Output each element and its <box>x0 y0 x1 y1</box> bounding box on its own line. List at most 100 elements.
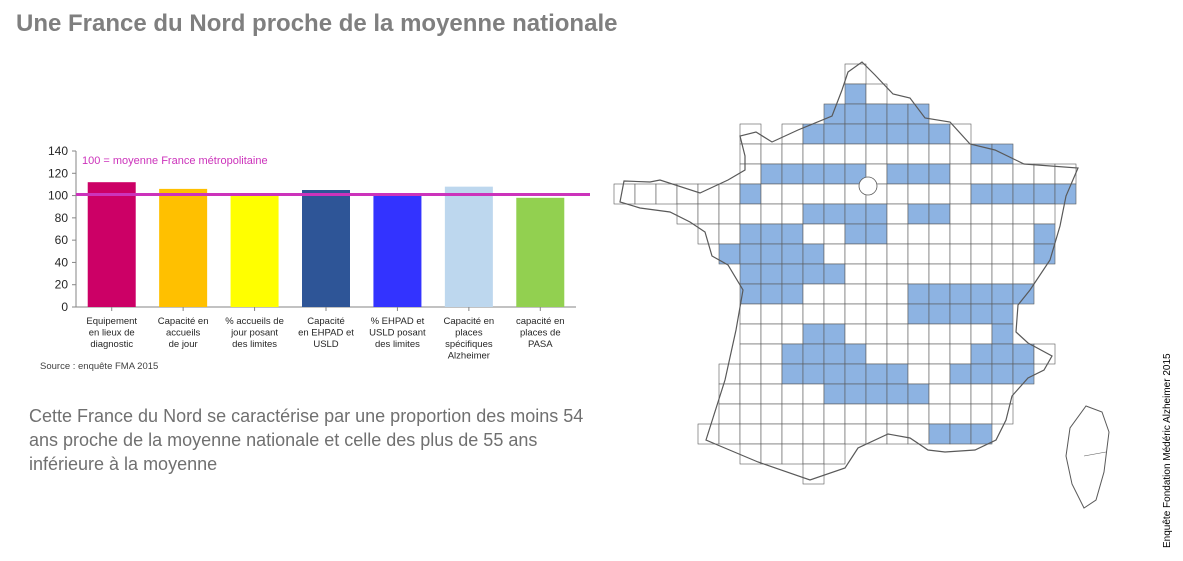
department-region <box>907 183 930 205</box>
department-region <box>823 423 846 445</box>
x-category-label: accueils <box>166 328 201 339</box>
department-region <box>928 303 951 325</box>
department-region <box>739 443 762 465</box>
y-tick-label: 80 <box>55 211 69 225</box>
department-region <box>802 283 825 305</box>
department-region <box>949 343 972 365</box>
department-region <box>886 243 909 265</box>
department-region <box>949 163 972 185</box>
x-category-label: Capacité en <box>444 316 495 327</box>
department-region <box>928 143 951 165</box>
x-category-label: Alzheimer <box>448 351 490 361</box>
department-region <box>970 263 993 285</box>
department-region <box>928 123 951 145</box>
department-region <box>802 223 825 245</box>
department-region <box>823 123 846 145</box>
department-region <box>844 223 867 245</box>
department-region <box>865 203 888 225</box>
chart-source: Source : enquête FMA 2015 <box>40 361 159 372</box>
department-region <box>928 243 951 265</box>
department-region <box>760 183 783 205</box>
bar <box>159 188 208 307</box>
department-region <box>781 443 804 465</box>
department-region <box>1012 283 1035 305</box>
y-tick-label: 140 <box>48 144 68 158</box>
department-region <box>949 263 972 285</box>
department-region <box>760 263 783 285</box>
department-region <box>970 423 993 445</box>
department-region <box>865 103 888 125</box>
y-tick-label: 100 <box>48 189 68 203</box>
bar <box>444 186 493 307</box>
department-region <box>865 283 888 305</box>
department-region <box>802 363 825 385</box>
bar <box>302 190 350 307</box>
department-region <box>1012 343 1035 365</box>
department-region <box>1033 343 1056 365</box>
department-region <box>886 123 909 145</box>
department-region <box>886 303 909 325</box>
department-region <box>991 303 1014 325</box>
department-region <box>865 383 888 405</box>
department-region <box>949 383 972 405</box>
department-region <box>823 303 846 325</box>
department-region <box>991 223 1014 245</box>
department-region <box>928 223 951 245</box>
department-region <box>970 223 993 245</box>
department-region <box>865 423 888 445</box>
department-region <box>739 323 762 345</box>
department-region <box>886 223 909 245</box>
y-tick-label: 60 <box>55 233 69 247</box>
department-region <box>886 143 909 165</box>
department-region <box>760 363 783 385</box>
department-region <box>949 203 972 225</box>
department-region <box>739 123 762 145</box>
department-region <box>823 363 846 385</box>
department-region <box>949 143 972 165</box>
bar <box>230 194 279 307</box>
x-category-label: en lieux de <box>89 328 135 339</box>
x-category-label: % accueils de <box>225 316 284 327</box>
corsica-border <box>1083 451 1107 457</box>
department-region <box>823 403 846 425</box>
department-region <box>907 283 930 305</box>
department-region <box>760 243 783 265</box>
department-region <box>802 383 825 405</box>
department-region <box>739 163 762 185</box>
department-region <box>739 423 762 445</box>
department-region <box>886 183 909 205</box>
department-region <box>718 403 741 425</box>
department-region <box>949 243 972 265</box>
x-category-label: USLD <box>313 339 338 350</box>
department-region <box>991 323 1014 345</box>
department-region <box>1012 203 1035 225</box>
department-region <box>823 203 846 225</box>
department-region <box>844 83 867 105</box>
department-region <box>1012 263 1035 285</box>
department-region <box>907 423 930 445</box>
department-region <box>865 223 888 245</box>
department-region <box>949 363 972 385</box>
department-region <box>760 423 783 445</box>
department-region <box>781 283 804 305</box>
department-region <box>760 443 783 465</box>
department-region <box>844 123 867 145</box>
department-region <box>949 303 972 325</box>
department-region <box>760 163 783 185</box>
department-region <box>823 283 846 305</box>
department-region <box>886 403 909 425</box>
department-region <box>823 323 846 345</box>
department-region <box>739 343 762 365</box>
department-region <box>949 283 972 305</box>
department-region <box>844 263 867 285</box>
department-region <box>823 243 846 265</box>
department-region <box>928 363 951 385</box>
department-region <box>949 323 972 345</box>
department-region <box>802 303 825 325</box>
department-region <box>928 383 951 405</box>
department-region <box>739 383 762 405</box>
department-region <box>1012 223 1035 245</box>
department-region <box>1012 163 1035 185</box>
corsica-region <box>1065 405 1110 509</box>
